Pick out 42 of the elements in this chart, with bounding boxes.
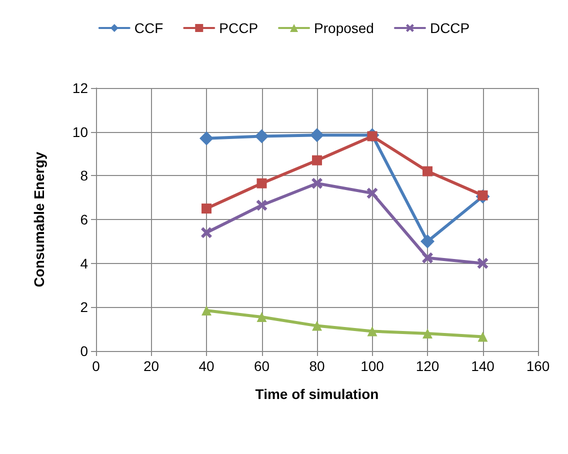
x-tick-label: 0 (92, 358, 100, 374)
point (256, 178, 267, 188)
x-tick-label: 40 (198, 358, 214, 374)
point (422, 328, 432, 338)
point (420, 234, 434, 248)
legend-label: DCCP (430, 20, 470, 36)
x-tick-label: 100 (360, 358, 384, 374)
point (202, 305, 212, 316)
point (312, 155, 322, 166)
y-tick-label: 4 (80, 255, 88, 272)
legend-label: Proposed (314, 20, 374, 36)
x-tick-label: 20 (143, 358, 160, 374)
point (202, 204, 212, 214)
point (422, 166, 432, 176)
y-tick-label: 2 (80, 299, 88, 316)
legend-label: CCF (134, 20, 164, 36)
legend-label: PCCP (219, 20, 258, 36)
x-tick-label: 160 (526, 358, 550, 374)
y-axis-title: Consumable Energy (31, 152, 47, 288)
point (254, 129, 269, 144)
x-axis-title: Time of simulation (255, 386, 379, 402)
point (422, 252, 433, 264)
y-tick-label: 10 (72, 124, 88, 140)
point (200, 131, 214, 146)
point (201, 227, 212, 238)
point (366, 188, 378, 199)
point (477, 258, 488, 269)
y-tick-label: 12 (72, 80, 88, 96)
y-tick-label: 8 (80, 168, 88, 184)
x-tick-label: 80 (309, 358, 325, 374)
y-tick-label: 6 (80, 212, 88, 228)
x-tick-label: 120 (416, 358, 440, 374)
x-tick-label: 60 (254, 358, 270, 374)
y-tick-label: 0 (80, 343, 88, 359)
x-tick-label: 140 (471, 358, 495, 374)
point (367, 326, 378, 336)
point (256, 312, 267, 322)
point (256, 200, 268, 211)
point (478, 332, 488, 342)
point (310, 128, 324, 142)
point (312, 320, 322, 331)
point (312, 178, 322, 189)
